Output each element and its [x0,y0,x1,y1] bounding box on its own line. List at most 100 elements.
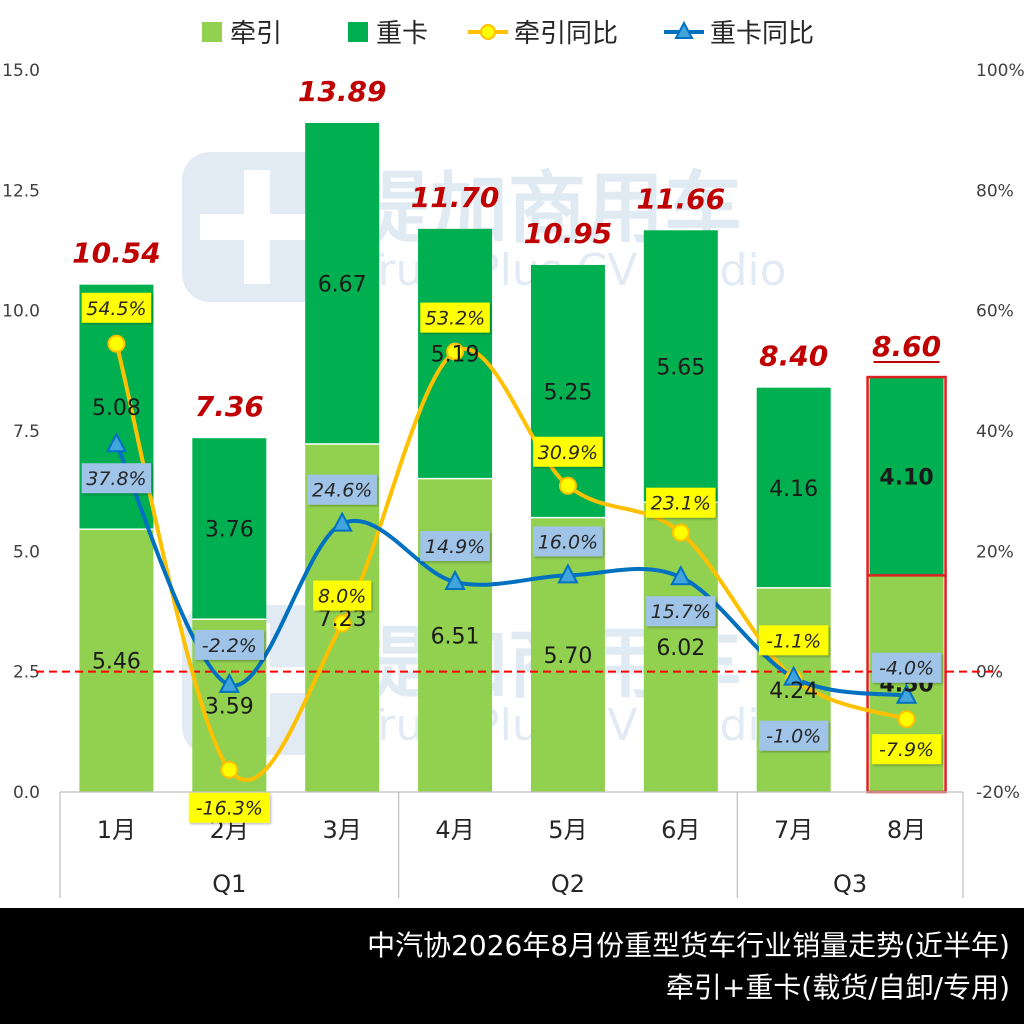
watermark-logo-bar [244,170,270,284]
bar-tractor [756,587,831,792]
legend-label: 重卡 [376,19,428,49]
month-label: 8月 [887,816,926,844]
label-layer: 5.46 5.08 10.54 3.59 3.76 7.36 7.23 6.67 13.89 6.… [72,75,942,823]
label-tractor-yoy-text: -7.9% [879,739,934,761]
point-heavy-yoy [670,565,692,586]
label-tractor-yoy-text: 54.5% [86,298,146,320]
y-right-tick: -20% [976,783,1020,803]
label-heavy-value: 3.76 [205,518,254,543]
label-heavy-yoy-text: 14.9% [425,536,485,558]
label-heavy-yoy-text: 24.6% [312,480,372,502]
bar-heavy [192,438,267,620]
month-label: 6月 [661,816,700,844]
y-left-tick: 15.0 [2,61,40,81]
label-total: 8.60 [872,330,941,363]
point-tractor-yoy [220,760,239,779]
label-total: 10.95 [524,217,613,250]
label-tractor-yoy: 53.2% [420,302,490,333]
label-heavy-yoy: 16.0% [533,526,603,557]
legend-label: 牵引 [230,19,282,49]
point-tractor-yoy [558,476,577,495]
quarter-label: Q2 [551,870,585,898]
legend-marker [674,20,694,39]
label-tractor-yoy-text: -16.3% [196,798,263,820]
label-tractor-yoy-bg [646,487,716,518]
bar-heavy [305,122,380,444]
label-tractor-yoy-text: 53.2% [425,308,485,330]
quarter-label: Q1 [212,870,246,898]
label-heavy-value: 6.67 [318,272,367,297]
label-tractor-yoy: -1.1% [758,625,829,656]
point-heavy-yoy [895,683,918,704]
point-heavy-yoy [783,665,805,686]
label-heavy-yoy-bg [646,596,716,627]
label-total: 10.54 [72,237,161,270]
y-left-tick: 10.0 [2,302,40,322]
label-heavy-value: 5.19 [431,343,480,368]
legend-item: 重卡 [348,19,428,49]
label-heavy-value: 4.10 [879,466,933,491]
label-tractor-value: 4.24 [769,679,818,704]
label-heavy-yoy: 37.8% [81,463,152,494]
label-tractor-yoy-bg [420,302,490,333]
footer-banner: 中汽协2026年8月份重型货车行业销量走势(近半年) 牵引+重卡(载货/自卸/专… [0,908,1024,1024]
footer-subtitle: 牵引+重卡(载货/自卸/专用) [665,971,1010,1004]
watermark-logo-bar [200,214,314,240]
quarter-label: Q3 [833,870,867,898]
month-label: 3月 [323,816,362,844]
label-heavy-yoy-text: -2.2% [202,635,257,657]
label-tractor-value: 6.02 [656,636,705,661]
legend-item: 牵引 [202,19,282,49]
legend-label: 重卡同比 [710,19,814,49]
label-tractor-yoy: 8.0% [313,580,372,611]
legend: 牵引 重卡 牵引同比 重卡同比 [202,19,814,49]
label-heavy-yoy: 15.7% [646,596,716,627]
label-heavy-yoy: -1.0% [758,720,829,751]
month-label: 5月 [548,816,587,844]
bar-heavy [756,387,831,588]
legend-item: 重卡同比 [664,19,814,49]
label-tractor-yoy: 54.5% [81,292,152,323]
label-heavy-yoy-bg [307,474,377,505]
label-tractor-value: 5.70 [543,644,592,669]
label-tractor-yoy-bg [81,292,152,323]
y-right-tick: 20% [976,542,1014,562]
point-heavy-yoy [557,563,579,584]
label-total: 11.66 [637,182,726,215]
sales-chart: 提加商用车TruckPlus CV studio提加商用车TruckPlus C… [2,19,1024,898]
label-tractor-yoy-bg [313,580,372,611]
label-tractor-yoy-text: 23.1% [651,493,711,515]
label-heavy-yoy-bg [81,463,152,494]
point-tractor-yoy [671,523,690,542]
label-tractor-value: 5.46 [92,650,141,675]
point-heavy-yoy [444,569,466,591]
label-tractor-yoy-bg [871,734,942,765]
bar-tractor [418,478,493,792]
label-tractor-value: 3.59 [205,695,254,720]
label-tractor-yoy: 30.9% [533,436,603,467]
label-tractor-yoy-text: 8.0% [318,586,366,608]
label-heavy-yoy-bg [420,531,490,562]
point-tractor-yoy [333,614,352,633]
bar-tractor [79,529,154,792]
label-heavy-value: 5.25 [543,380,592,405]
label-tractor-yoy-bg [758,625,829,656]
label-total: 13.89 [298,75,387,108]
legend-item: 牵引同比 [468,19,618,49]
bar-tractor [643,502,718,792]
label-heavy-yoy-text: -4.0% [879,658,934,680]
watermark-logo-bg [182,152,332,302]
legend-swatch [348,22,368,42]
label-heavy-yoy-bg [533,526,603,557]
legend-swatch [202,22,222,42]
y-right-tick: 80% [976,181,1014,201]
y-right-tick: 60% [976,302,1014,322]
label-heavy-yoy: 24.6% [307,474,377,505]
label-heavy-yoy: 14.9% [420,531,490,562]
point-heavy-yoy [105,432,128,453]
label-heavy-yoy-text: 15.7% [651,601,711,623]
label-tractor-yoy-bg [533,436,603,467]
label-heavy-yoy-bg [194,629,265,660]
label-heavy-yoy: -4.0% [871,652,942,683]
